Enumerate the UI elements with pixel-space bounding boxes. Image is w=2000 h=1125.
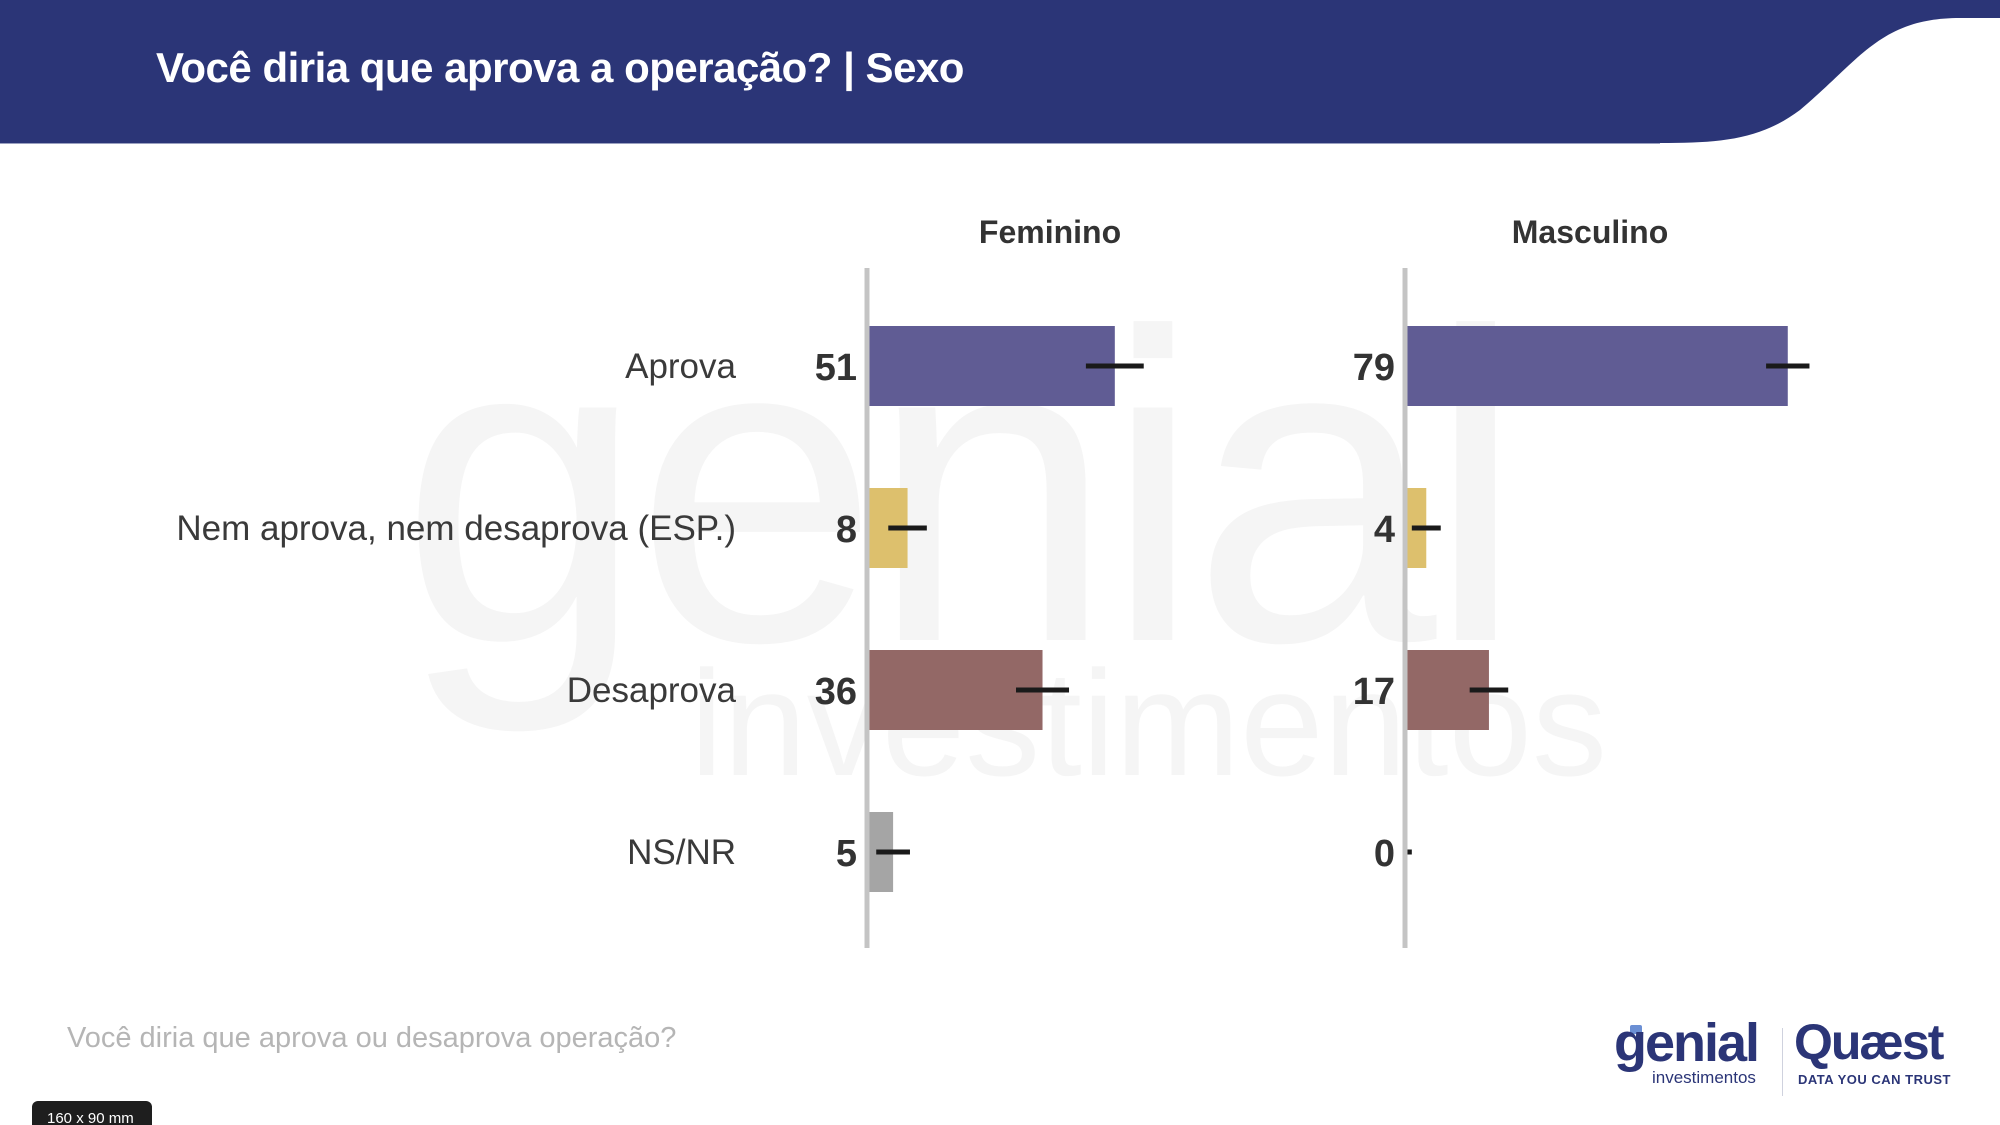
brand-logos: genial investimentos Quæst DATA YOU CAN …: [1610, 1013, 1960, 1110]
panel-title: Feminino: [979, 214, 1121, 250]
category-labels: Aprova Nem aprova, nem desaprova (ESP.) De…: [176, 347, 736, 872]
genial-logo-subtitle: investimentos: [1652, 1068, 1756, 1087]
genial-logo-mark-icon: [1630, 1025, 1642, 1034]
panel-feminino: Feminino 51 8 36 5: [815, 214, 1144, 948]
data-label: 79: [1353, 347, 1395, 389]
category-label: Nem aprova, nem desaprova (ESP.): [176, 509, 736, 548]
category-label: Desaprova: [567, 671, 737, 710]
panel-masculino: Masculino 79 4 17 0: [1353, 214, 1810, 948]
logo-divider: [1782, 1028, 1783, 1096]
data-label: 51: [815, 347, 857, 389]
page-title: Você diria que aprova a operação? | Sexo: [156, 44, 964, 91]
category-label: Aprova: [625, 347, 736, 386]
header-shape: [0, 0, 2000, 144]
genial-logo: genial: [1614, 1013, 1760, 1073]
bar: [1407, 326, 1788, 406]
size-badge: 160 x 90 mm: [32, 1101, 152, 1125]
data-label: 36: [815, 671, 857, 713]
data-label: 17: [1353, 671, 1395, 713]
quaest-logo: Quæst: [1794, 1014, 1944, 1070]
chart-panels: Feminino 51 8 36 5 Masculino 79 4 17 0: [815, 214, 1810, 948]
quaest-tagline: DATA YOU CAN TRUST: [1798, 1072, 1951, 1087]
survey-question-note: Você diria que aprova ou desaprova opera…: [67, 1022, 677, 1054]
data-label: 5: [836, 833, 857, 875]
bar: [869, 326, 1115, 406]
category-label: NS/NR: [627, 833, 736, 872]
data-label: 4: [1374, 509, 1395, 551]
panel-title: Masculino: [1512, 214, 1668, 250]
bar: [869, 650, 1043, 730]
data-label: 0: [1374, 833, 1395, 875]
header-band: Você diria que aprova a operação? | Sexo: [0, 0, 2000, 145]
data-label: 8: [836, 509, 857, 551]
